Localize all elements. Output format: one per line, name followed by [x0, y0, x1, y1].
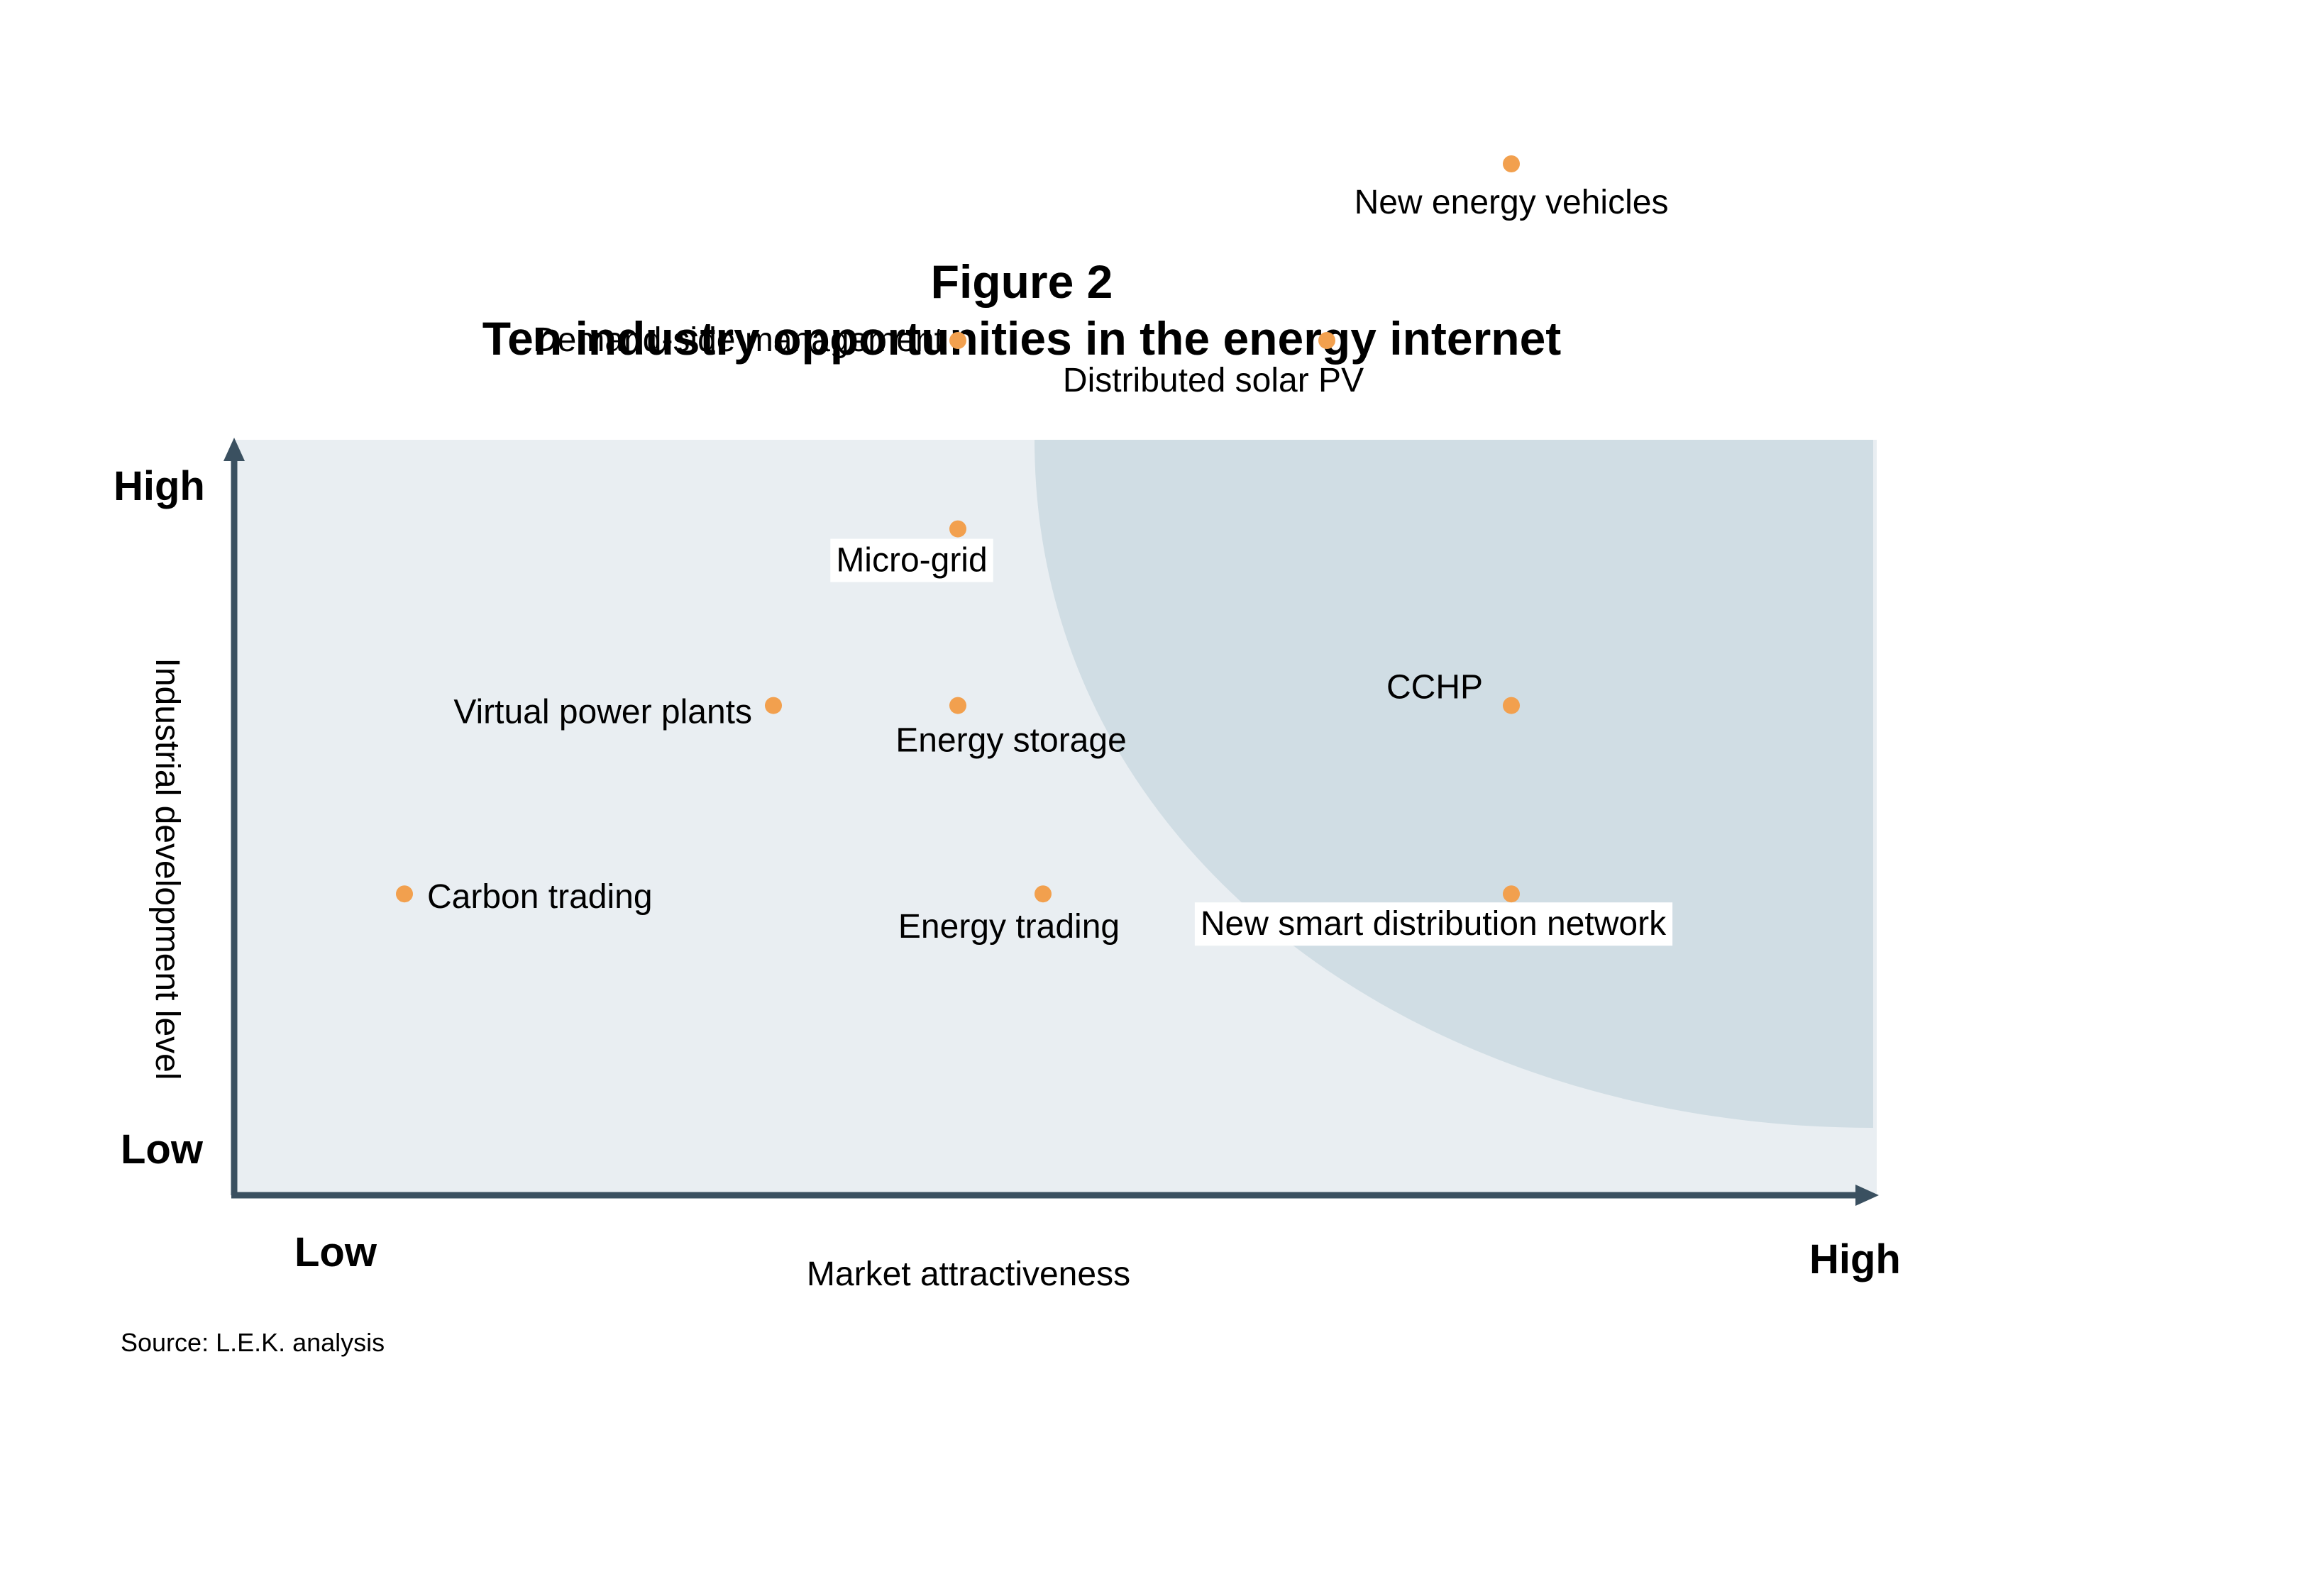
point-group-distributed-solar-pv: Distributed solar PV	[1063, 332, 1364, 399]
point-group-energy-storage: Energy storage	[895, 697, 1127, 760]
y-axis-title: Industrial development level	[148, 658, 186, 1080]
chart-subtitle: Ten industry opportunities in the energy…	[482, 312, 1562, 365]
point-label-cchp: CCHP	[1386, 669, 1483, 706]
label-box-micro-grid	[830, 538, 993, 582]
point-label-energy-trading: Energy trading	[898, 908, 1120, 946]
x-axis-low-label: Low	[294, 1229, 377, 1275]
point-energy-storage	[949, 697, 966, 714]
point-energy-trading	[1035, 885, 1052, 903]
point-label-new-energy-vehicles: New energy vehicles	[1355, 184, 1669, 221]
point-group-new-smart-distribution-network: New smart distribution network	[1194, 885, 1673, 946]
point-distributed-solar-pv	[1318, 332, 1335, 349]
point-group-new-energy-vehicles: New energy vehicles	[1355, 155, 1669, 221]
source-note: Source: L.E.K. analysis	[121, 1328, 385, 1357]
label-box-new-smart-distribution-network	[1194, 902, 1673, 946]
x-axis-title: Market attractiveness	[807, 1256, 1130, 1293]
point-micro-grid	[949, 520, 966, 538]
point-group-energy-trading: Energy trading	[898, 885, 1120, 946]
point-cchp	[1503, 697, 1520, 714]
point-group-carbon-trading: Carbon trading	[396, 878, 653, 916]
point-label-micro-grid: Micro-grid	[836, 542, 987, 580]
y-axis-high-label: High	[114, 463, 205, 509]
point-new-energy-vehicles	[1503, 155, 1520, 172]
x-axis-arrow	[1855, 1185, 1879, 1206]
y-axis-arrow	[224, 438, 245, 461]
point-group-micro-grid: Micro-grid	[830, 520, 993, 582]
point-label-carbon-trading: Carbon trading	[427, 878, 653, 916]
chart-title: Figure 2	[931, 255, 1113, 308]
highlight-region	[1035, 440, 1873, 1128]
point-label-energy-storage: Energy storage	[895, 722, 1127, 760]
point-layer: New energy vehicles Demand-side managemen…	[396, 155, 1673, 946]
point-new-smart-distribution-network	[1503, 885, 1520, 903]
point-label-demand-side-management: Demand-side management	[533, 321, 944, 359]
point-carbon-trading	[396, 885, 413, 903]
point-virtual-power-plants	[765, 697, 782, 714]
point-label-virtual-power-plants: Virtual power plants	[453, 694, 752, 731]
point-group-cchp: CCHP	[1386, 669, 1520, 714]
point-demand-side-management	[949, 332, 966, 349]
point-group-demand-side-management: Demand-side management	[533, 321, 966, 359]
point-label-new-smart-distribution-network: New smart distribution network	[1201, 905, 1667, 943]
point-group-virtual-power-plants: Virtual power plants	[453, 694, 782, 731]
x-axis-high-label: High	[1809, 1236, 1901, 1282]
point-label-distributed-solar-pv: Distributed solar PV	[1063, 362, 1364, 399]
y-axis-low-label: Low	[121, 1126, 204, 1173]
